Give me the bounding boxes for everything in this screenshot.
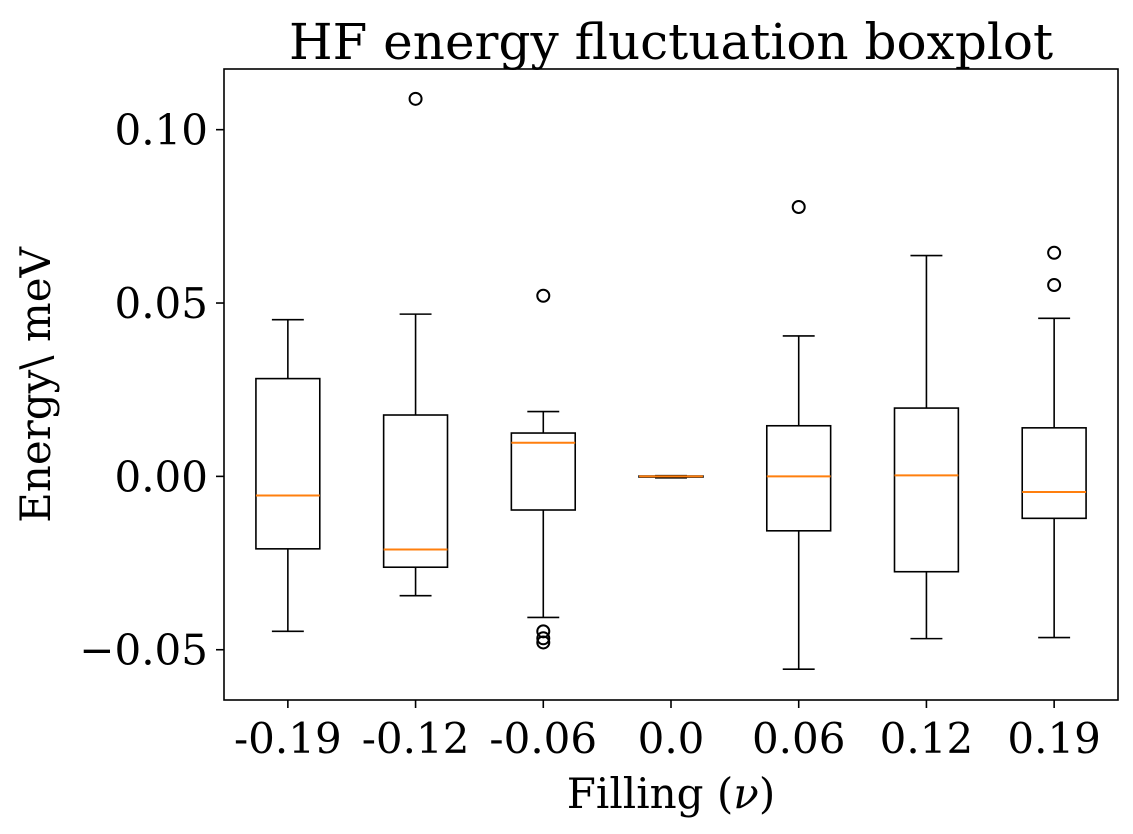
flier-point [791, 199, 806, 214]
x-tick-label: 0.12 [880, 714, 974, 763]
flier-point [536, 631, 551, 646]
x-tick-label: 0.0 [638, 714, 705, 763]
y-tick-label: 0.10 [114, 106, 208, 155]
x-tick-label: -0.12 [362, 714, 470, 763]
box-group-3 [638, 474, 704, 479]
x-axis-label-text: Filling ( [567, 769, 734, 818]
y-tick-label: −0.05 [79, 626, 208, 675]
chart-marks [255, 91, 1087, 670]
x-axis-label: Filling (ν) [567, 769, 775, 818]
chart-title: HF energy fluctuation boxplot [289, 13, 1053, 71]
box-iqr [1021, 427, 1087, 520]
box-iqr [765, 424, 832, 532]
x-tick-label: 0.06 [752, 714, 846, 763]
box-group-5 [893, 254, 960, 640]
y-axis-label: Energy\ meV [11, 246, 60, 522]
box-iqr [255, 377, 321, 550]
x-axis-ticks: -0.19 -0.12 -0.06 0.0 0.06 0.12 0.19 [234, 700, 1101, 763]
box-iqr [382, 414, 449, 569]
box-iqr [510, 432, 577, 511]
box-group-2 [510, 288, 577, 650]
flier-point [1047, 245, 1062, 260]
box-group-4 [765, 199, 832, 670]
flier-point [408, 91, 423, 106]
flier-point [1047, 277, 1062, 292]
y-tick-label: 0.00 [114, 452, 208, 501]
box-group-0 [255, 318, 321, 633]
x-tick-label: -0.06 [489, 714, 597, 763]
x-axis-label-symbol: ν [733, 769, 759, 818]
flier-point [536, 635, 551, 650]
y-tick-label: 0.05 [114, 279, 208, 328]
x-tick-label: 0.19 [1007, 714, 1101, 763]
x-axis-label-suffix: ) [759, 769, 775, 818]
x-tick-label: -0.19 [234, 714, 342, 763]
box-group-6 [1021, 245, 1087, 639]
flier-point [536, 288, 551, 303]
box-group-1 [382, 91, 449, 597]
box-iqr [893, 407, 960, 573]
y-axis-ticks: 0.10 0.05 0.00 −0.05 [79, 106, 224, 675]
